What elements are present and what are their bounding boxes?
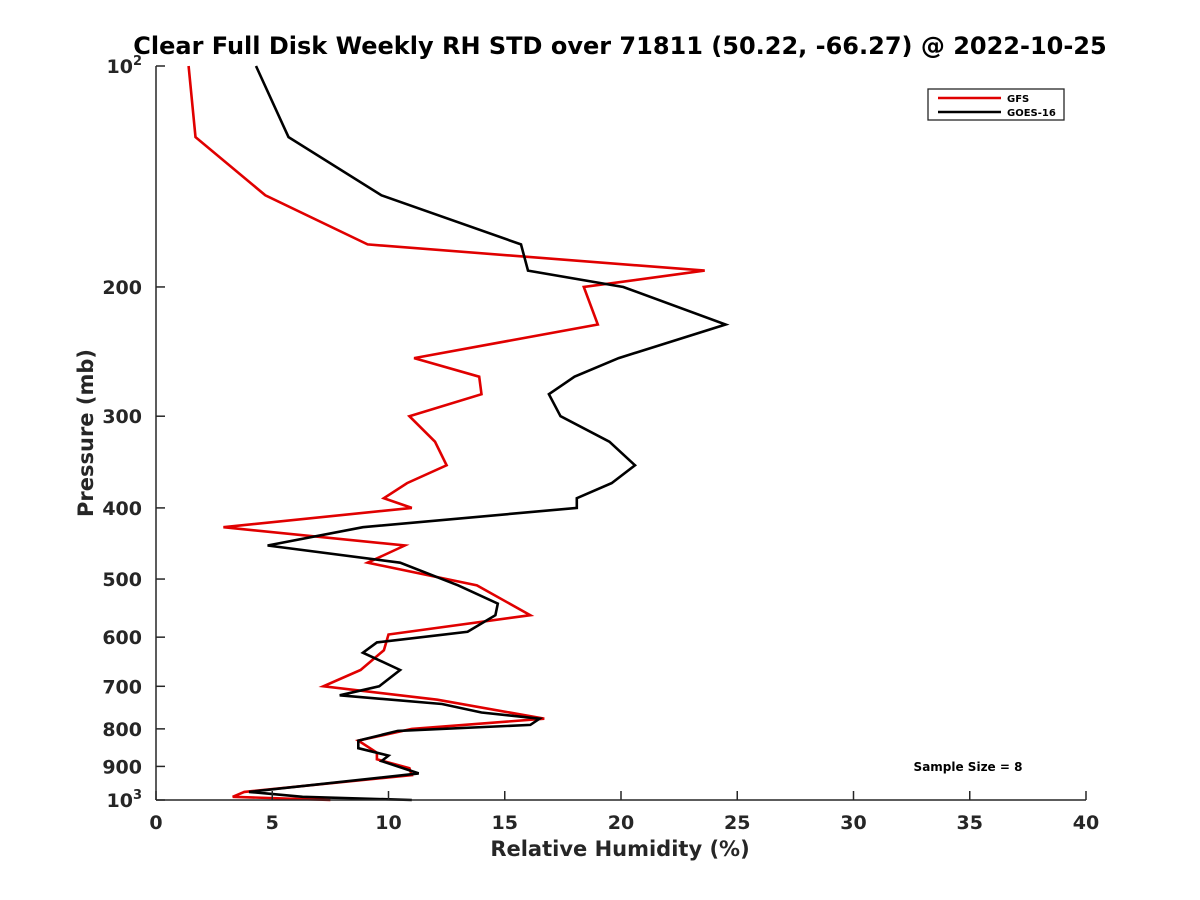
legend: GFS GOES-16 — [927, 88, 1065, 121]
y-tick-label: 800 — [102, 719, 142, 741]
series-line-goes-16 — [248, 65, 730, 802]
x-tick-label: 25 — [724, 812, 750, 834]
y-tick-label: 700 — [102, 676, 142, 698]
x-tick-label: 15 — [492, 812, 518, 834]
y-tick-label: 300 — [102, 406, 142, 428]
y-tick-exponent: 2 — [133, 54, 142, 69]
y-tick-label: 400 — [102, 498, 142, 520]
x-tick-label: 40 — [1073, 812, 1099, 834]
y-tick-label: 102 — [107, 54, 143, 78]
x-tick-label: 20 — [608, 812, 634, 834]
y-tick-label: 200 — [102, 277, 142, 299]
legend-label-goes-16: GOES-16 — [1007, 108, 1056, 119]
y-tick-label: 103 — [107, 788, 143, 812]
x-tick-label: 35 — [957, 812, 983, 834]
plot-area — [187, 65, 730, 802]
x-tick-label: 5 — [266, 812, 279, 834]
sample-size-annotation: Sample Size = 8 — [914, 760, 1023, 774]
y-axis-label: Pressure (mb) — [74, 349, 98, 517]
x-axis-label: Relative Humidity (%) — [490, 837, 749, 861]
axes: 0 5 10 15 20 25 30 35 40 102 200 300 400 500 600 700 800… — [102, 54, 1099, 834]
y-tick-label: 900 — [102, 756, 142, 778]
y-tick-label: 500 — [102, 569, 142, 591]
legend-box — [927, 88, 1065, 121]
x-tick-label: 30 — [840, 812, 866, 834]
chart-title: Clear Full Disk Weekly RH STD over 71811… — [133, 32, 1106, 60]
series-line-gfs — [187, 65, 705, 802]
x-tick-label: 10 — [375, 812, 401, 834]
y-tick-label: 600 — [102, 627, 142, 649]
x-tick-label: 0 — [149, 812, 162, 834]
legend-label-gfs: GFS — [1007, 94, 1029, 105]
y-tick-exponent: 3 — [133, 788, 142, 803]
